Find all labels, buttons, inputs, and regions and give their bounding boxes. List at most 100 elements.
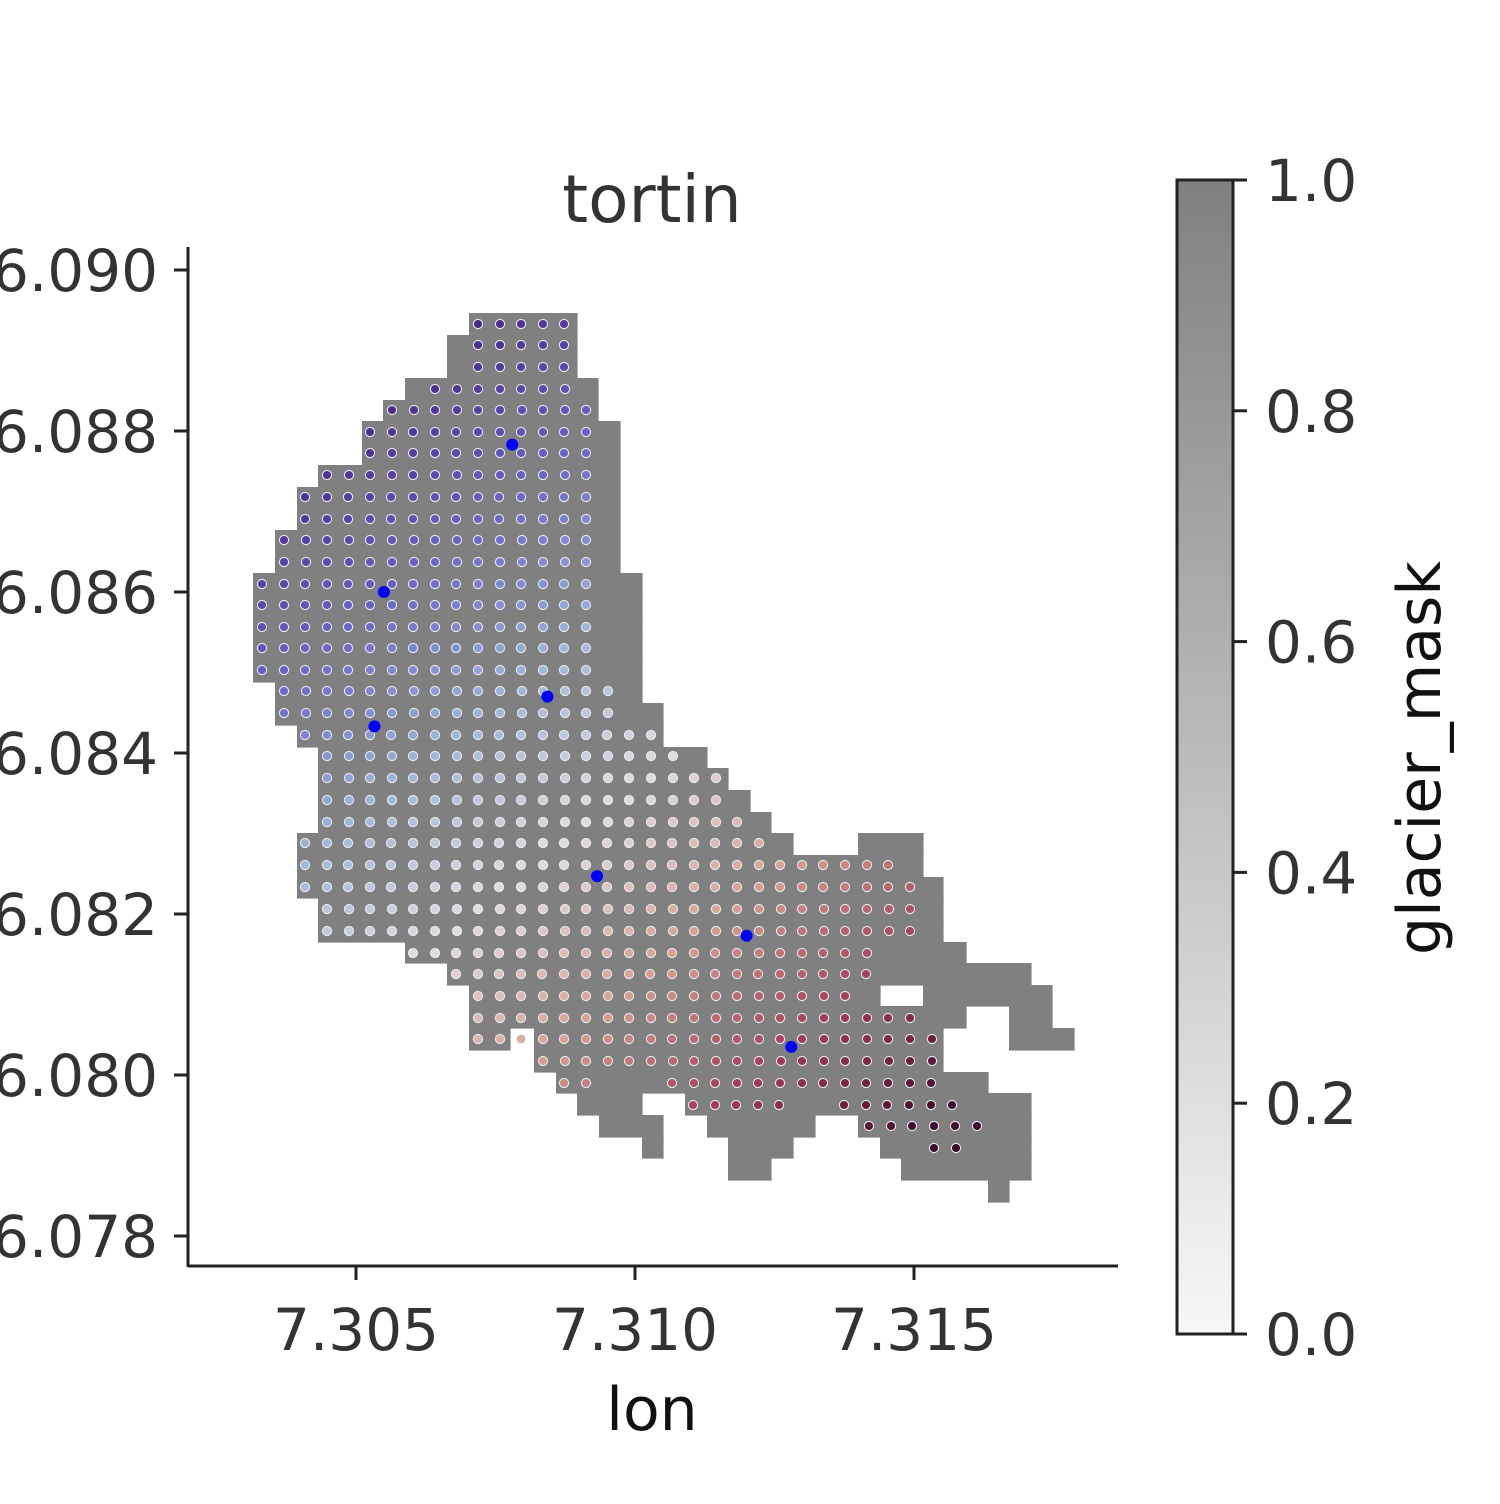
grid-point xyxy=(515,903,527,915)
grid-point xyxy=(386,664,398,676)
grid-point xyxy=(299,491,311,503)
grid-point xyxy=(494,903,506,915)
grid-point xyxy=(949,1120,961,1132)
grid-point xyxy=(429,642,441,654)
grid-point xyxy=(580,707,592,719)
grid-point xyxy=(558,729,570,741)
grid-point xyxy=(429,859,441,871)
grid-point xyxy=(602,1012,614,1024)
grid-point xyxy=(386,685,398,697)
grid-point xyxy=(839,859,851,871)
grid-point xyxy=(429,685,441,697)
grid-point xyxy=(709,1077,721,1089)
grid-point xyxy=(839,903,851,915)
grid-point xyxy=(817,1077,829,1089)
grid-point xyxy=(321,513,333,525)
grid-point xyxy=(601,881,613,893)
grid-point xyxy=(559,903,571,915)
grid-point xyxy=(537,947,549,959)
grid-point xyxy=(364,426,376,438)
grid-point xyxy=(472,447,484,459)
grid-point xyxy=(450,947,462,959)
grid-point xyxy=(558,1077,570,1089)
grid-point xyxy=(386,794,398,806)
colorbar-ticks: 0.0 0.2 0.4 0.6 0.8 1.0 xyxy=(1233,147,1357,1369)
grid-point xyxy=(343,707,355,719)
grid-point xyxy=(623,772,635,784)
grid-point xyxy=(342,642,354,654)
grid-point xyxy=(494,1012,506,1024)
grid-point xyxy=(342,881,354,893)
grid-point xyxy=(645,881,657,893)
grid-point xyxy=(537,404,549,416)
grid-point xyxy=(537,750,549,762)
grid-point xyxy=(666,990,678,1002)
grid-point xyxy=(429,621,441,633)
grid-point xyxy=(342,729,354,741)
grid-point xyxy=(364,513,376,525)
grid-point xyxy=(494,469,506,481)
grid-point xyxy=(559,404,571,416)
grid-point xyxy=(515,859,527,871)
grid-point xyxy=(580,881,592,893)
grid-point xyxy=(667,925,679,937)
grid-point xyxy=(602,685,614,697)
grid-point xyxy=(493,881,505,893)
grid-point xyxy=(537,447,549,459)
grid-point xyxy=(386,447,398,459)
grid-point xyxy=(645,903,657,915)
grid-point xyxy=(407,903,419,915)
grid-point xyxy=(580,534,592,546)
grid-point xyxy=(753,859,765,871)
grid-point xyxy=(774,968,786,980)
grid-point xyxy=(882,859,894,871)
grid-point xyxy=(515,925,527,937)
grid-point xyxy=(731,837,743,849)
grid-point xyxy=(580,925,592,937)
grid-point xyxy=(407,859,419,871)
grid-point xyxy=(580,621,592,633)
grid-point xyxy=(666,947,678,959)
mask-cell xyxy=(707,1115,816,1138)
grid-point xyxy=(558,881,570,893)
grid-point xyxy=(472,599,484,611)
grid-point xyxy=(451,534,463,546)
y-tick-label: 6.086 xyxy=(0,559,158,627)
grid-point xyxy=(407,837,419,849)
grid-point xyxy=(300,534,312,546)
colorbar-tick-label: 0.8 xyxy=(1265,378,1357,446)
grid-point xyxy=(580,447,592,459)
grid-point xyxy=(343,469,355,481)
grid-point xyxy=(321,925,333,937)
grid-point xyxy=(364,685,376,697)
grid-point xyxy=(278,707,290,719)
grid-point xyxy=(493,729,505,741)
grid-point xyxy=(429,816,441,828)
grid-point xyxy=(429,534,441,546)
grid-point xyxy=(386,621,398,633)
grid-point xyxy=(623,1012,635,1024)
grid-point xyxy=(667,750,679,762)
grid-point xyxy=(731,1012,743,1024)
grid-point xyxy=(558,339,570,351)
grid-point xyxy=(364,816,376,828)
mask-cell xyxy=(988,1180,1010,1203)
mask-cell xyxy=(577,1093,643,1116)
grid-point xyxy=(904,1055,916,1067)
grid-point xyxy=(883,1055,895,1067)
grid-point xyxy=(818,1033,830,1045)
grid-point xyxy=(364,664,376,676)
x-tick-label: 7.315 xyxy=(831,1296,997,1364)
grid-point xyxy=(321,837,333,849)
grid-point xyxy=(364,599,376,611)
grid-point xyxy=(580,816,592,828)
grid-point xyxy=(472,707,484,719)
grid-point xyxy=(839,1033,851,1045)
grid-point xyxy=(450,837,462,849)
grid-point xyxy=(472,621,484,633)
grid-point xyxy=(602,772,614,784)
grid-point xyxy=(515,621,527,633)
grid-point xyxy=(688,881,700,893)
grid-point xyxy=(796,1055,808,1067)
grid-point xyxy=(580,1033,592,1045)
